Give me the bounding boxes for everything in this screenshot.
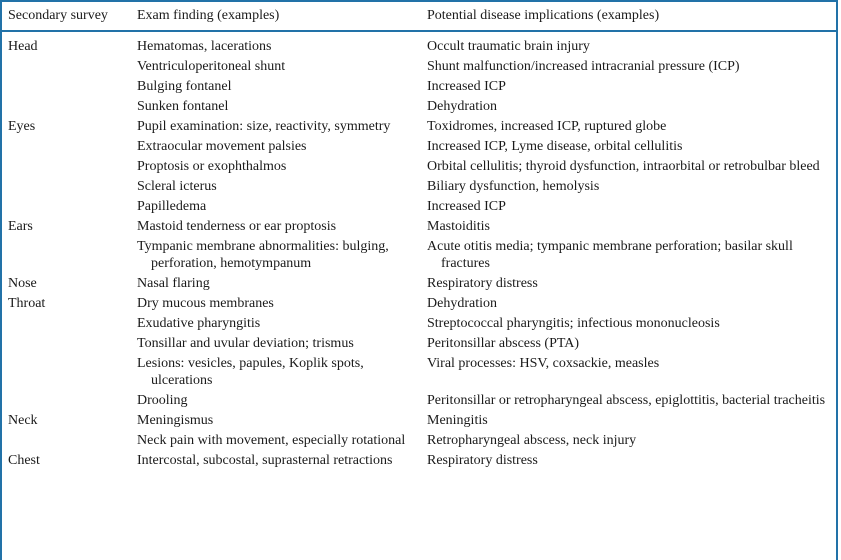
survey-cell: Chest [8, 453, 40, 468]
finding-cell: Sunken fontanel [137, 99, 229, 114]
table-row: Neck pain with movement, especially rota… [2, 429, 836, 449]
table-row: Exudative pharyngitis Streptococcal phary… [2, 312, 836, 332]
implication-cell: Increased ICP [427, 199, 506, 214]
finding-cell: Extraocular movement palsies [137, 139, 307, 154]
finding-cell: Nasal flaring [137, 276, 210, 291]
implication-cell: Toxidromes, increased ICP, ruptured glob… [427, 119, 667, 134]
table-row: Bulging fontanel Increased ICP [2, 75, 836, 95]
finding-cell: Ventriculoperitoneal shunt [137, 59, 286, 74]
table-row: Lesions: vesicles, papules, Koplik spots… [2, 352, 836, 389]
table-row: Scleral icterus Biliary dysfunction, hemo… [2, 175, 836, 195]
survey-cell: Head [8, 39, 38, 54]
table-row: Extraocular movement palsies Increased IC… [2, 135, 836, 155]
table-header-row: Secondary survey Exam finding (examples)… [2, 2, 836, 32]
survey-cell: Neck [8, 413, 38, 428]
finding-cell: Scleral icterus [137, 179, 217, 194]
implication-cell: Biliary dysfunction, hemolysis [427, 179, 600, 194]
survey-cell: Eyes [8, 119, 36, 134]
table-row: Papilledema Increased ICP [2, 195, 836, 215]
header-secondary-survey: Secondary survey [2, 2, 137, 32]
table-row: Tympanic membrane abnormalities: bulging… [2, 235, 836, 272]
table-row: Eyes Pupil examination: size, reactivity,… [2, 115, 836, 135]
header-exam-finding: Exam finding (examples) [137, 2, 427, 32]
table-row: Ventriculoperitoneal shunt Shunt malfunct… [2, 55, 836, 75]
finding-cell: Pupil examination: size, reactivity, sym… [137, 119, 391, 134]
implication-cell: Respiratory distress [427, 453, 538, 468]
exam-findings-table: Secondary survey Exam finding (examples)… [2, 2, 836, 469]
finding-cell: Exudative pharyngitis [137, 316, 261, 331]
table-row: Proptosis or exophthalmos Orbital celluli… [2, 155, 836, 175]
finding-cell: Dry mucous membranes [137, 296, 274, 311]
finding-cell: Intercostal, subcostal, suprasternal ret… [137, 453, 393, 468]
table-row: Nose Nasal flaring Respiratory distress [2, 272, 836, 292]
implication-cell: Viral processes: HSV, coxsackie, measles [427, 356, 660, 371]
implication-cell: Occult traumatic brain injury [427, 39, 590, 54]
implication-cell: Streptococcal pharyngitis; infectious mo… [427, 316, 720, 331]
table-row: Tonsillar and uvular deviation; trismus P… [2, 332, 836, 352]
finding-cell: Drooling [137, 393, 188, 408]
finding-cell: Proptosis or exophthalmos [137, 159, 287, 174]
finding-cell: Neck pain with movement, especially rota… [137, 433, 406, 448]
implication-cell: Peritonsillar or retropharyngeal abscess… [427, 393, 826, 408]
implication-cell: Acute otitis media; tympanic membrane pe… [427, 239, 793, 271]
implication-cell: Mastoiditis [427, 219, 491, 234]
survey-cell: Ears [8, 219, 33, 234]
table-row: Ears Mastoid tenderness or ear proptosis M… [2, 215, 836, 235]
finding-cell: Tympanic membrane abnormalities: bulging… [137, 239, 389, 271]
header-disease-implications: Potential disease implications (examples… [427, 2, 836, 32]
implication-cell: Shunt malfunction/increased intracranial… [427, 59, 740, 74]
survey-cell: Nose [8, 276, 37, 291]
implication-cell: Dehydration [427, 99, 497, 114]
finding-cell: Meningismus [137, 413, 214, 428]
table-row: Throat Dry mucous membranes Dehydration [2, 292, 836, 312]
implication-cell: Respiratory distress [427, 276, 538, 291]
implication-cell: Retropharyngeal abscess, neck injury [427, 433, 637, 448]
finding-cell: Bulging fontanel [137, 79, 232, 94]
implication-cell: Increased ICP, Lyme disease, orbital cel… [427, 139, 683, 154]
finding-cell: Tonsillar and uvular deviation; trismus [137, 336, 354, 351]
implication-cell: Peritonsillar abscess (PTA) [427, 336, 580, 351]
implication-cell: Meningitis [427, 413, 488, 428]
implication-cell: Dehydration [427, 296, 497, 311]
table-row: Head Hematomas, lacerations Occult traumat… [2, 35, 836, 55]
survey-cell: Throat [8, 296, 46, 311]
table-row: Sunken fontanel Dehydration [2, 95, 836, 115]
table-row: Neck Meningismus Meningitis [2, 409, 836, 429]
table-row: Chest Intercostal, subcostal, suprasterna… [2, 449, 836, 469]
table-row: Drooling Peritonsillar or retropharyngeal… [2, 389, 836, 409]
finding-cell: Hematomas, lacerations [137, 39, 272, 54]
finding-cell: Mastoid tenderness or ear proptosis [137, 219, 337, 234]
implication-cell: Orbital cellulitis; thyroid dysfunction,… [427, 159, 820, 174]
implication-cell: Increased ICP [427, 79, 506, 94]
finding-cell: Lesions: vesicles, papules, Koplik spots… [137, 356, 364, 388]
finding-cell: Papilledema [137, 199, 207, 214]
